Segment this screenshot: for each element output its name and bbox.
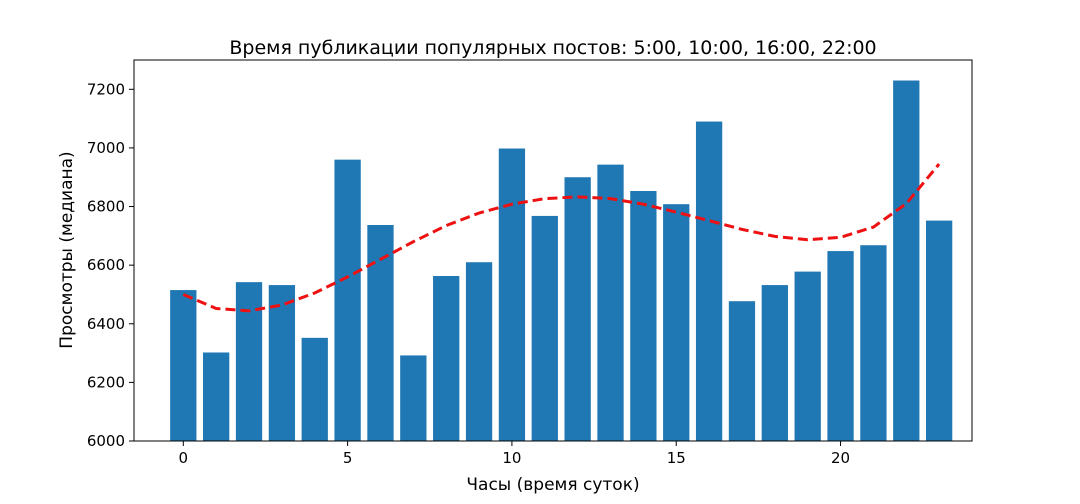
trend-line [182,163,941,313]
x-axis-ticks: 0 5 10 15 20 [179,441,850,467]
y-tick-label: 6600 [87,256,125,274]
bar-hour-3 [268,285,296,441]
bar-hour-22 [893,80,920,441]
bar-hour-23 [925,220,953,441]
bar-hour-11 [531,215,558,441]
bar-hour-2 [235,282,263,441]
bar-hour-0 [170,290,197,441]
y-tick-label: 6800 [87,198,125,216]
y-tick-label: 6000 [87,432,125,450]
x-tick-label: 10 [502,449,521,467]
bars-group [170,80,953,442]
bar-hour-15 [663,204,690,441]
y-axis-label: Просмотры (медиана) [57,151,77,348]
bar-hour-1 [203,352,230,441]
y-tick-label: 7200 [87,80,125,98]
y-tick-label: 6400 [87,315,125,333]
x-tick-label: 5 [343,449,353,467]
plot-frame [133,59,973,442]
x-tick-label: 15 [667,449,686,467]
bar-hour-7 [400,355,427,441]
x-axis-label: Часы (время суток) [466,475,639,495]
y-axis-ticks: 6000 6200 6400 6600 6800 7000 7200 [87,80,134,450]
bar-hour-4 [301,337,328,441]
bar-hour-12 [564,177,591,441]
bar-hour-6 [367,225,394,441]
x-tick-label: 20 [831,449,850,467]
bar-hour-21 [860,245,887,441]
x-tick-label: 0 [179,449,189,467]
bar-hour-9 [465,262,493,441]
bar-hour-8 [433,275,460,441]
bar-hour-13 [597,164,624,441]
bar-hour-16 [695,121,723,442]
bar-hour-20 [827,251,854,441]
bar-hour-5 [334,159,361,441]
chart-title: Время публикации популярных постов: 5:00… [229,37,876,59]
bar-hour-10 [498,148,526,442]
bar-hour-19 [794,271,821,441]
bar-hour-17 [728,301,756,441]
y-tick-label: 7000 [87,139,125,157]
y-tick-label: 6200 [87,373,125,391]
bar-hour-14 [630,191,657,441]
bar-hour-18 [761,285,788,441]
